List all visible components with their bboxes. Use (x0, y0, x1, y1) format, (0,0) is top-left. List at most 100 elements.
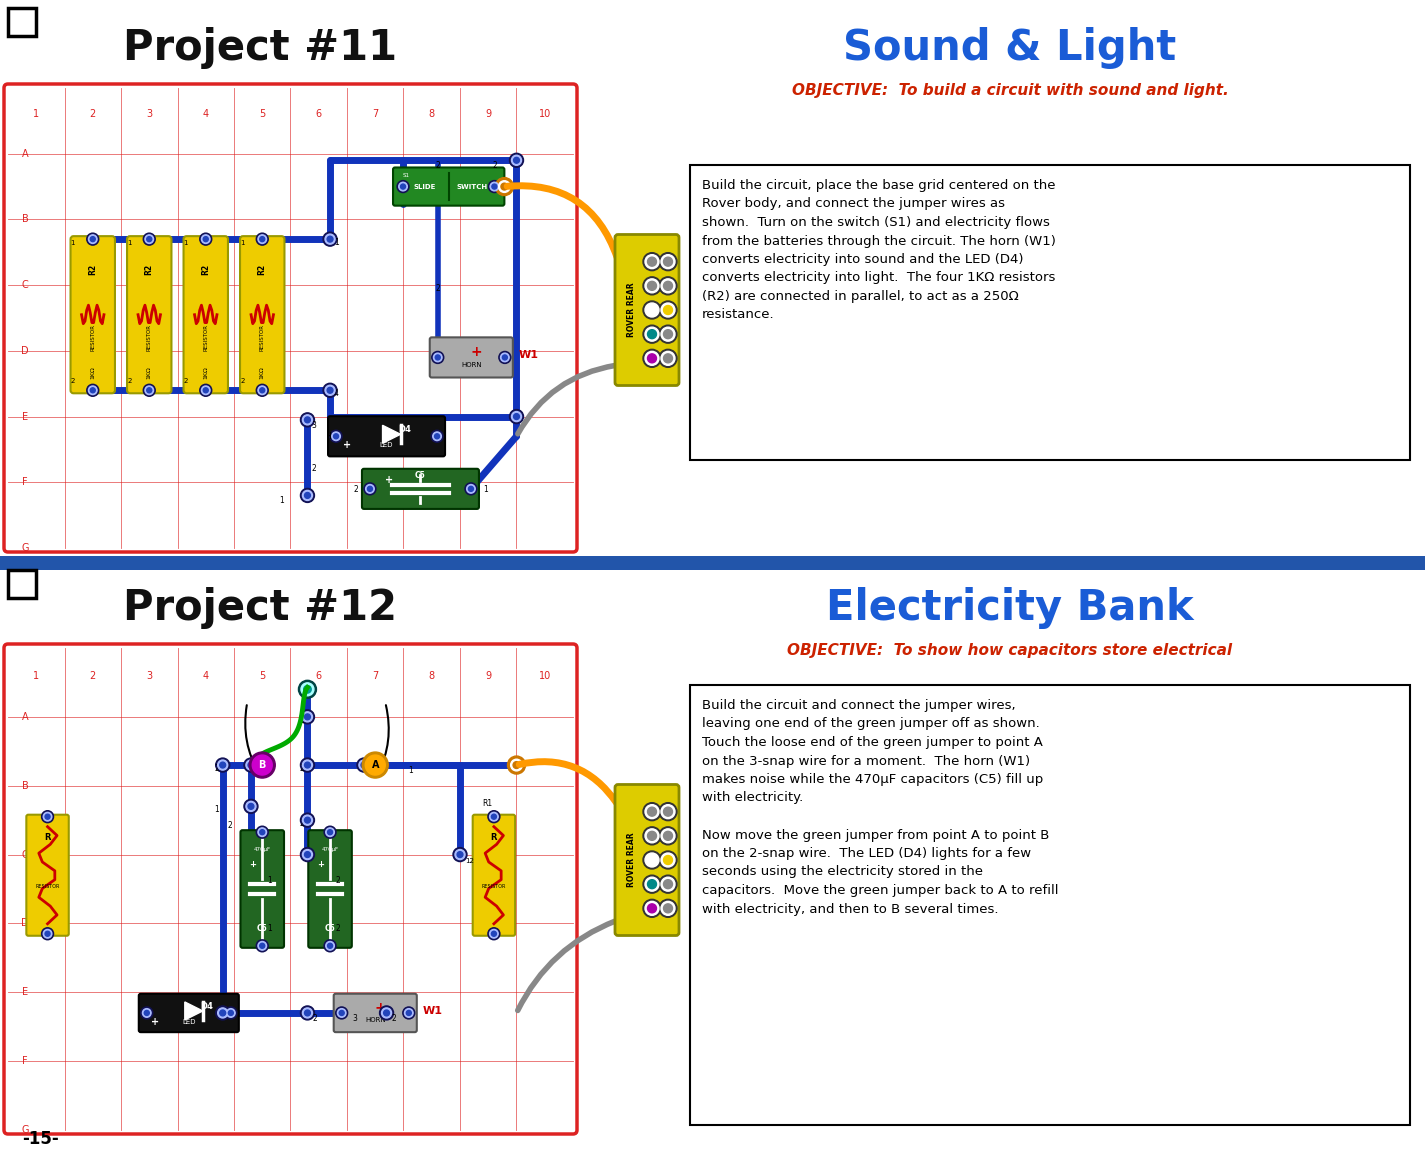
Circle shape (302, 849, 312, 860)
Text: +: + (316, 860, 323, 869)
FancyBboxPatch shape (616, 785, 678, 936)
Circle shape (302, 1007, 312, 1018)
Circle shape (368, 486, 372, 492)
Text: C: C (21, 849, 28, 860)
Text: 2: 2 (90, 670, 95, 681)
Circle shape (144, 384, 155, 396)
Circle shape (453, 847, 467, 862)
Circle shape (503, 355, 507, 360)
Circle shape (144, 1011, 150, 1016)
Circle shape (256, 939, 268, 952)
Circle shape (490, 182, 499, 190)
Text: 1KΩ: 1KΩ (90, 366, 95, 379)
Circle shape (90, 388, 95, 392)
Circle shape (215, 1006, 229, 1020)
Text: 1: 1 (299, 715, 304, 725)
Circle shape (258, 234, 266, 243)
Circle shape (510, 153, 523, 167)
Circle shape (365, 755, 385, 775)
Text: 7: 7 (372, 110, 379, 119)
Circle shape (248, 762, 254, 769)
Text: +: + (326, 432, 335, 441)
Circle shape (247, 760, 256, 770)
Text: R2: R2 (145, 264, 154, 275)
Circle shape (658, 875, 677, 893)
FancyBboxPatch shape (239, 237, 285, 394)
Circle shape (646, 901, 658, 915)
Bar (690, 685, 1409, 1125)
Circle shape (323, 826, 336, 838)
Text: 1: 1 (409, 766, 413, 775)
Circle shape (218, 1007, 228, 1018)
Text: 2: 2 (71, 379, 76, 384)
Text: 4: 4 (202, 110, 209, 119)
Text: R: R (490, 833, 497, 842)
Text: 2: 2 (215, 764, 219, 773)
Circle shape (643, 826, 661, 845)
Circle shape (647, 807, 657, 816)
Circle shape (643, 899, 661, 917)
Circle shape (379, 1006, 393, 1020)
Text: Sound & Light: Sound & Light (844, 27, 1177, 69)
Circle shape (430, 430, 443, 442)
Circle shape (492, 931, 496, 936)
Circle shape (487, 811, 500, 823)
Circle shape (647, 282, 657, 291)
Text: 8: 8 (429, 670, 435, 681)
Bar (0, 556, 1425, 570)
Circle shape (301, 488, 315, 502)
Circle shape (433, 432, 442, 441)
Text: -15-: -15- (21, 1130, 58, 1148)
Text: C5: C5 (256, 924, 268, 934)
Circle shape (328, 943, 332, 949)
Circle shape (658, 803, 677, 820)
Circle shape (646, 328, 658, 342)
Text: 2: 2 (492, 162, 497, 171)
Text: +: + (375, 1001, 386, 1014)
Circle shape (664, 282, 673, 291)
Text: Build the circuit, place the base grid centered on the
Rover body, and connect t: Build the circuit, place the base grid c… (703, 179, 1056, 322)
Circle shape (218, 760, 228, 770)
FancyBboxPatch shape (184, 237, 228, 394)
Text: 6: 6 (316, 670, 322, 681)
Text: OBJECTIVE:  To show how capacitors store electrical: OBJECTIVE: To show how capacitors store … (788, 643, 1233, 658)
Circle shape (256, 384, 268, 396)
Circle shape (647, 904, 657, 913)
Circle shape (145, 234, 154, 243)
Circle shape (664, 330, 673, 338)
Circle shape (90, 237, 95, 241)
Circle shape (331, 430, 342, 442)
Text: D4: D4 (398, 425, 410, 434)
Circle shape (465, 482, 477, 495)
Circle shape (259, 388, 265, 392)
Text: 3: 3 (352, 1014, 356, 1022)
FancyBboxPatch shape (241, 830, 284, 947)
Circle shape (323, 232, 338, 246)
Text: 1: 1 (215, 805, 219, 815)
Text: B: B (21, 215, 28, 224)
Circle shape (259, 830, 265, 834)
Circle shape (512, 412, 522, 421)
Circle shape (88, 385, 97, 395)
Circle shape (432, 352, 443, 364)
Circle shape (661, 877, 675, 891)
Circle shape (147, 388, 152, 392)
Text: C5: C5 (325, 924, 335, 934)
Text: 2: 2 (335, 924, 339, 934)
Circle shape (244, 758, 258, 772)
Circle shape (658, 850, 677, 869)
Circle shape (469, 486, 473, 492)
Text: 5: 5 (259, 670, 265, 681)
Text: 6: 6 (316, 110, 322, 119)
Circle shape (492, 183, 497, 189)
Text: E: E (21, 988, 28, 997)
Circle shape (328, 830, 332, 834)
Circle shape (326, 827, 335, 837)
Text: 1KΩ: 1KΩ (147, 366, 151, 379)
Circle shape (664, 807, 673, 816)
Text: 2: 2 (392, 1014, 396, 1022)
Circle shape (643, 301, 661, 319)
Circle shape (400, 183, 406, 189)
Text: 1: 1 (184, 240, 188, 246)
Circle shape (301, 814, 315, 827)
